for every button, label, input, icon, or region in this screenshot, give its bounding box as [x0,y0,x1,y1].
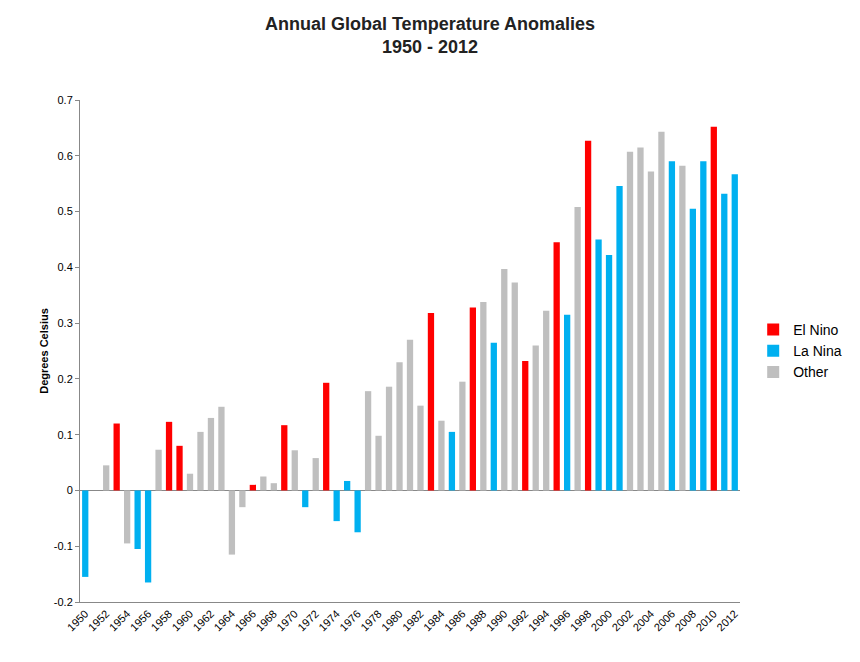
svg-text:1970: 1970 [274,608,300,634]
svg-text:0.3: 0.3 [58,317,73,329]
svg-text:1966: 1966 [232,608,258,634]
svg-text:El Nino: El Nino [793,322,838,338]
svg-text:2004: 2004 [630,608,656,634]
svg-text:2006: 2006 [651,608,677,634]
svg-text:1958: 1958 [149,608,175,634]
svg-text:1974: 1974 [316,608,342,634]
svg-text:0.1: 0.1 [58,429,73,441]
svg-text:0.7: 0.7 [58,94,73,106]
svg-text:1968: 1968 [253,608,279,634]
svg-text:Annual Global Temperature Anom: Annual Global Temperature Anomalies1950 … [265,14,595,57]
svg-text:1988: 1988 [463,608,489,634]
svg-text:2010: 2010 [693,608,719,634]
svg-text:1992: 1992 [505,608,531,634]
svg-text:Other: Other [793,364,828,380]
svg-text:2000: 2000 [589,608,615,634]
svg-text:1972: 1972 [295,608,321,634]
svg-text:0: 0 [67,484,73,496]
svg-text:1956: 1956 [128,608,154,634]
svg-text:1964: 1964 [211,608,237,634]
svg-text:Degrees Celsius: Degrees Celsius [38,308,50,394]
svg-text:0.4: 0.4 [58,261,73,273]
svg-text:1984: 1984 [421,608,447,634]
svg-text:1990: 1990 [484,608,510,634]
svg-text:-0.2: -0.2 [54,596,73,608]
svg-text:1996: 1996 [547,608,573,634]
svg-text:2008: 2008 [672,608,698,634]
svg-text:0.2: 0.2 [58,373,73,385]
svg-text:La Nina: La Nina [793,343,841,359]
svg-text:1978: 1978 [358,608,384,634]
svg-text:2002: 2002 [610,608,636,634]
svg-text:1954: 1954 [107,608,133,634]
svg-text:2012: 2012 [714,608,740,634]
svg-text:1986: 1986 [442,608,468,634]
svg-text:1962: 1962 [190,608,216,634]
svg-text:1998: 1998 [568,608,594,634]
svg-text:0.6: 0.6 [58,150,73,162]
svg-text:1952: 1952 [86,608,112,634]
svg-text:1980: 1980 [379,608,405,634]
svg-text:1960: 1960 [170,608,196,634]
svg-text:0.5: 0.5 [58,205,73,217]
svg-text:1950: 1950 [65,608,91,634]
svg-text:-0.1: -0.1 [54,540,73,552]
svg-text:1982: 1982 [400,608,426,634]
svg-text:1976: 1976 [337,608,363,634]
svg-text:1994: 1994 [526,608,552,634]
